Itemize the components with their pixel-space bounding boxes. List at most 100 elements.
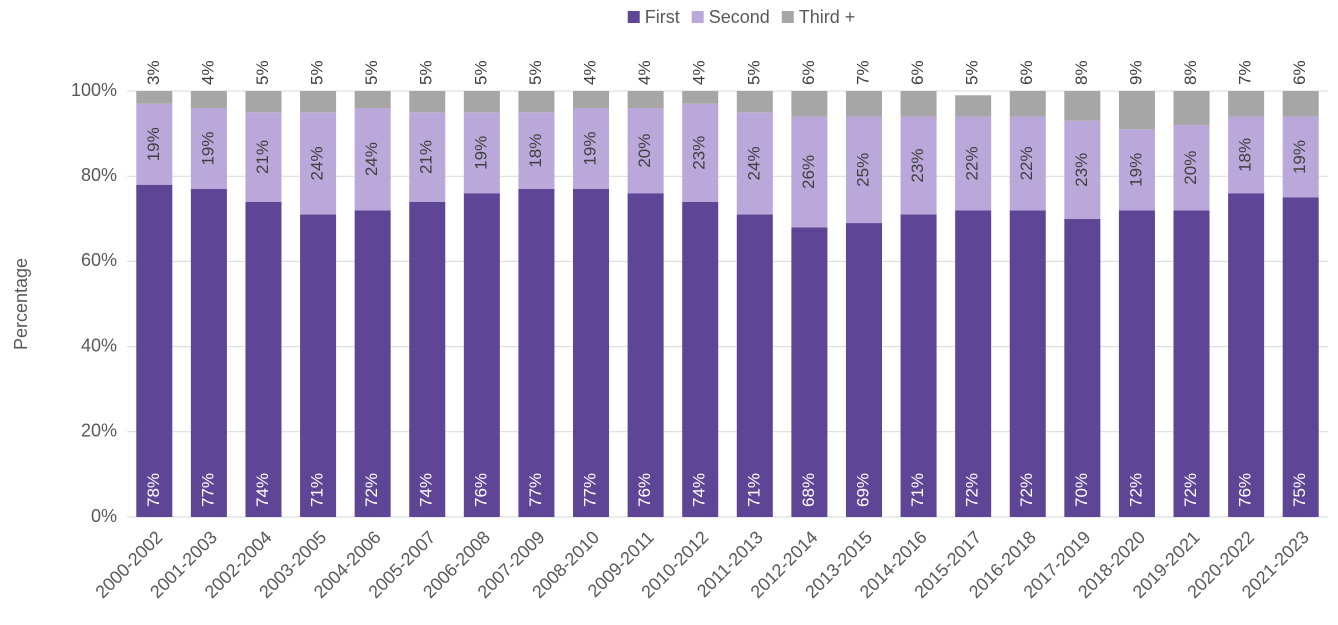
data-label: 3% xyxy=(144,60,163,85)
data-label: 19% xyxy=(1290,140,1309,174)
data-label: 19% xyxy=(581,131,600,165)
data-label: 70% xyxy=(1072,473,1091,507)
bar-segment xyxy=(1009,210,1046,517)
bar-segment xyxy=(409,201,446,517)
bar-segment xyxy=(1173,210,1210,517)
data-label: 74% xyxy=(690,473,709,507)
data-label: 24% xyxy=(362,142,381,176)
bar-segment xyxy=(354,91,391,109)
data-label: 21% xyxy=(253,140,272,174)
data-label: 75% xyxy=(1290,473,1309,507)
bar-segment xyxy=(1118,210,1155,517)
data-label: 21% xyxy=(417,140,436,174)
data-label: 72% xyxy=(963,473,982,507)
data-label: 23% xyxy=(690,136,709,170)
data-label: 4% xyxy=(581,60,600,85)
data-label: 20% xyxy=(1181,151,1200,185)
bar-segment xyxy=(518,112,555,189)
y-tick-label: 0% xyxy=(91,506,117,526)
y-tick-label: 40% xyxy=(81,335,117,355)
data-label: 4% xyxy=(198,60,217,85)
data-label: 19% xyxy=(1126,153,1145,187)
bar-segment xyxy=(791,116,828,228)
bar-segment xyxy=(573,91,610,109)
bar-segment xyxy=(682,91,719,104)
bar-segment xyxy=(136,91,173,104)
bar-segment xyxy=(136,184,173,517)
data-label: 8% xyxy=(1072,60,1091,85)
bar-segment xyxy=(1282,116,1319,198)
bar-segment xyxy=(900,116,937,215)
data-label: 71% xyxy=(744,473,763,507)
bar-segment xyxy=(682,103,719,202)
y-tick-label: 60% xyxy=(81,250,117,270)
bar-segment xyxy=(463,112,500,194)
data-label: 77% xyxy=(526,473,545,507)
legend-item: Third + xyxy=(781,7,855,27)
data-label: 5% xyxy=(308,60,327,85)
data-label: 5% xyxy=(362,60,381,85)
bar-segment xyxy=(354,108,391,211)
bar-segment xyxy=(682,201,719,517)
bars xyxy=(136,91,1319,518)
data-label: 71% xyxy=(308,473,327,507)
bar-segment xyxy=(900,214,937,518)
bar-segment xyxy=(409,112,446,202)
data-label: 20% xyxy=(635,134,654,168)
data-label: 8% xyxy=(1181,60,1200,85)
bar-segment xyxy=(1173,125,1210,211)
bar-segment xyxy=(136,103,173,185)
bar-segment xyxy=(627,108,664,194)
data-label: 72% xyxy=(1017,473,1036,507)
data-label: 68% xyxy=(799,473,818,507)
bar-segment xyxy=(955,210,992,517)
legend-item: First xyxy=(627,7,680,27)
bar-segment xyxy=(1228,91,1265,117)
bar-segment xyxy=(627,193,664,518)
bar-segment xyxy=(1173,91,1210,126)
data-label: 7% xyxy=(853,60,872,85)
data-label: 5% xyxy=(744,60,763,85)
data-label: 7% xyxy=(1236,60,1255,85)
data-label: 5% xyxy=(963,60,982,85)
data-label: 76% xyxy=(1236,473,1255,507)
data-label: 23% xyxy=(908,149,927,183)
data-label: 5% xyxy=(253,60,272,85)
data-label: 77% xyxy=(198,473,217,507)
data-label: 19% xyxy=(471,136,490,170)
bar-segment xyxy=(845,91,882,117)
legend-label: First xyxy=(645,7,680,27)
bar-segment xyxy=(573,188,610,518)
data-label: 24% xyxy=(744,146,763,180)
data-label: 6% xyxy=(1017,60,1036,85)
bar-segment xyxy=(573,108,610,189)
y-tick-label: 80% xyxy=(81,165,117,185)
bar-segment xyxy=(1228,116,1265,194)
data-label: 5% xyxy=(526,60,545,85)
bar-segment xyxy=(791,227,828,517)
data-label: 6% xyxy=(908,60,927,85)
bar-segment xyxy=(190,91,227,109)
data-label: 4% xyxy=(635,60,654,85)
bar-segment xyxy=(900,91,937,117)
bar-segment xyxy=(955,95,992,117)
data-label: 19% xyxy=(198,131,217,165)
y-tick-label: 100% xyxy=(71,80,117,100)
data-label: 77% xyxy=(581,473,600,507)
bar-segment xyxy=(518,91,555,113)
data-label: 4% xyxy=(690,60,709,85)
bar-segment xyxy=(190,108,227,189)
data-label: 25% xyxy=(853,153,872,187)
data-label: 18% xyxy=(526,134,545,168)
bar-segment xyxy=(1064,120,1101,219)
data-label: 26% xyxy=(799,155,818,189)
bar-segment xyxy=(1228,193,1265,518)
bar-segment xyxy=(463,91,500,113)
bar-segment xyxy=(791,91,828,117)
bar-segment xyxy=(736,112,773,215)
legend-swatch xyxy=(781,11,794,23)
data-label: 76% xyxy=(635,473,654,507)
data-label: 74% xyxy=(417,473,436,507)
data-label: 5% xyxy=(417,60,436,85)
data-label: 74% xyxy=(253,473,272,507)
